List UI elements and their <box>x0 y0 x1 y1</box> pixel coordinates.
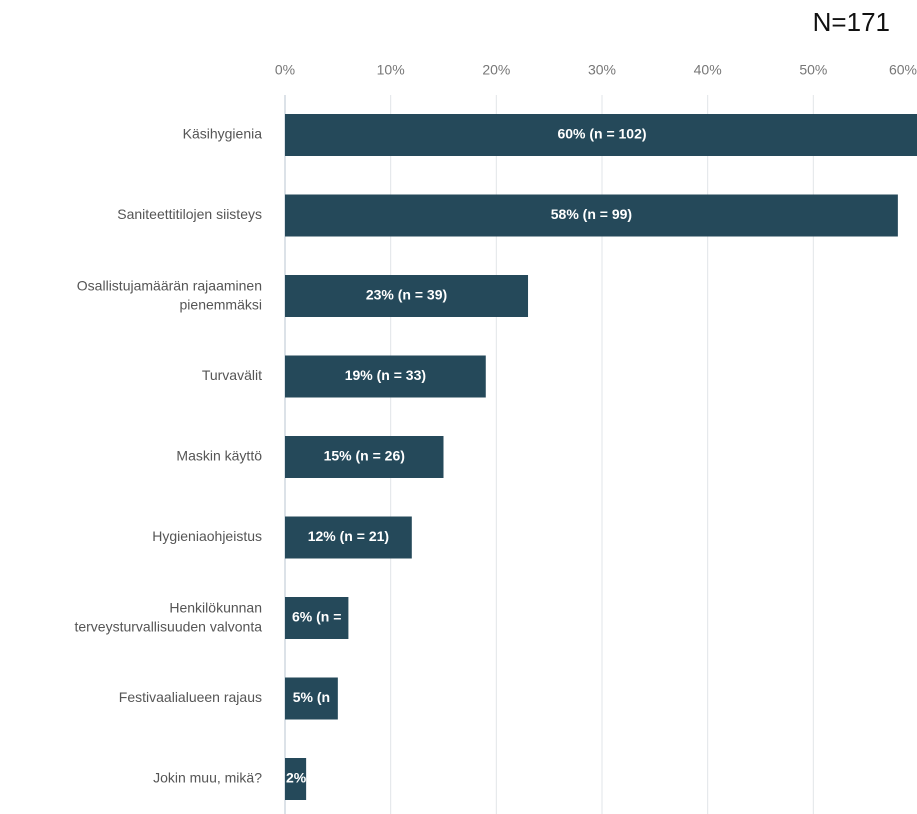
category-label: Festivaalialueen rajaus <box>119 689 262 705</box>
bar <box>285 677 338 720</box>
x-tick-label: 10% <box>377 62 405 78</box>
x-tick-label: 60% <box>889 62 917 78</box>
category-line: terveysturvallisuuden valvonta <box>74 618 262 634</box>
category-label: Maskin käyttö <box>176 448 262 464</box>
x-tick-label: 40% <box>694 62 722 78</box>
bar <box>285 355 486 398</box>
bar <box>285 114 917 156</box>
value-label: 5% (n <box>293 689 330 705</box>
x-tick-label: 0% <box>275 62 295 78</box>
category-line: Osallistujamäärän rajaaminen <box>77 277 262 293</box>
bar <box>285 194 898 237</box>
value-label: 23% (n = 39) <box>366 287 447 303</box>
value-label: 6% (n = <box>292 609 341 625</box>
category-line: pienemmäksi <box>180 296 262 312</box>
bar <box>285 597 349 639</box>
category-label: Hygieniaohjeistus <box>152 528 262 544</box>
bar <box>285 436 444 478</box>
category-label: Osallistujamäärän rajaaminen pienemmäksi <box>77 277 262 312</box>
bar <box>285 275 529 317</box>
sample-size: N=171 <box>813 7 890 37</box>
value-label: 60% (n = 102) <box>557 126 646 142</box>
category-label: Saniteettitilojen siisteys <box>117 206 262 222</box>
value-label: 15% (n = 26) <box>324 448 405 464</box>
x-tick-label: 50% <box>799 62 827 78</box>
category-label: Henkilökunnan terveysturvallisuuden valvo… <box>74 599 262 634</box>
value-label: 2% <box>286 770 307 786</box>
category-label: Turvavälit <box>202 367 262 383</box>
value-label: 58% (n = 99) <box>551 206 632 222</box>
x-tick-label: 30% <box>588 62 616 78</box>
bar <box>285 516 412 559</box>
x-tick-label: 20% <box>482 62 510 78</box>
bar <box>285 758 307 800</box>
value-label: 19% (n = 33) <box>345 367 426 383</box>
category-label: Käsihygienia <box>183 126 263 142</box>
value-label: 12% (n = 21) <box>308 528 389 544</box>
category-line: Henkilökunnan <box>169 599 262 615</box>
category-label: Jokin muu, mikä? <box>153 770 262 786</box>
